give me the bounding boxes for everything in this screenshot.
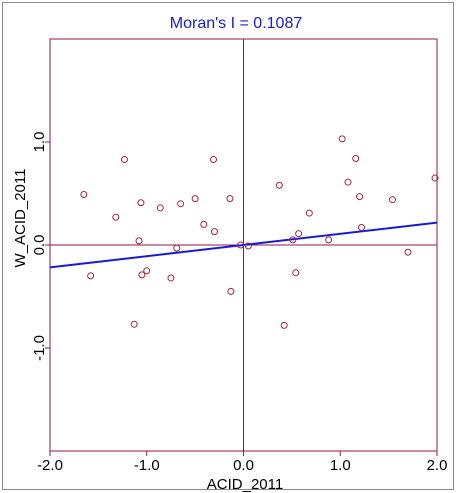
- data-point: [280, 321, 288, 329]
- x-tick-label: -1.0: [134, 457, 160, 474]
- data-point: [227, 287, 235, 295]
- data-point: [292, 269, 300, 277]
- data-point: [143, 267, 151, 275]
- data-point: [358, 223, 366, 231]
- data-point: [289, 236, 297, 244]
- data-point: [305, 209, 313, 217]
- data-point: [177, 200, 185, 208]
- x-axis-label: ACID_2011: [207, 476, 283, 493]
- data-point: [173, 244, 181, 252]
- y-tick-label: 1.0: [31, 132, 48, 153]
- x-tick-label: 0.0: [233, 457, 254, 474]
- chart-title: Moran's I = 0.1087: [170, 15, 303, 32]
- data-point: [431, 174, 439, 182]
- data-point: [356, 193, 364, 201]
- y-tick-label: 0.0: [31, 235, 48, 256]
- data-point: [138, 271, 146, 279]
- data-point: [135, 237, 143, 245]
- data-point: [275, 181, 283, 189]
- data-point: [191, 195, 199, 203]
- data-point: [226, 195, 234, 203]
- data-point: [120, 156, 128, 164]
- data-point: [210, 156, 218, 164]
- data-point: [344, 178, 352, 186]
- data-point: [295, 230, 303, 238]
- data-point: [352, 154, 360, 162]
- data-point: [244, 242, 252, 250]
- x-tick-label: -2.0: [37, 457, 63, 474]
- data-point: [87, 272, 95, 280]
- x-tick-label: 2.0: [427, 457, 448, 474]
- x-tick-label: 1.0: [330, 457, 351, 474]
- y-tick-label: -1.0: [31, 335, 48, 361]
- data-point: [388, 196, 396, 204]
- data-point: [338, 135, 346, 143]
- data-point: [200, 220, 208, 228]
- data-point: [156, 204, 164, 212]
- data-point: [137, 199, 145, 207]
- data-point: [210, 228, 218, 236]
- y-axis-label: W_ACID_2011: [12, 169, 29, 268]
- data-point: [404, 248, 412, 256]
- data-point: [237, 241, 245, 249]
- data-point: [80, 191, 88, 199]
- data-point: [130, 320, 138, 328]
- data-point: [167, 274, 175, 282]
- data-point: [325, 236, 333, 244]
- data-point: [112, 213, 120, 221]
